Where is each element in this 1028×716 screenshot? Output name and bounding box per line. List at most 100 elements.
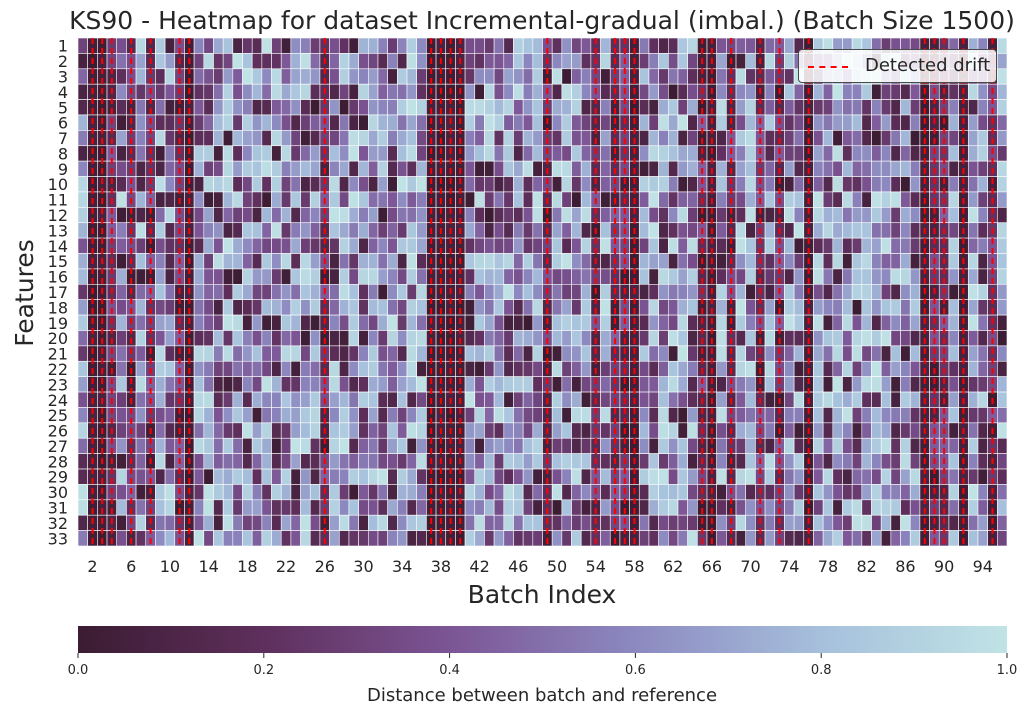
heatmap-cell [561, 130, 572, 147]
heatmap-cell [513, 160, 524, 177]
heatmap-cell [309, 422, 321, 439]
heatmap-cell [764, 53, 776, 70]
heatmap-cell [300, 530, 311, 547]
heatmap-cell [397, 283, 408, 300]
heatmap-cell [648, 299, 659, 316]
heatmap-cell [658, 530, 669, 547]
heatmap-cell [387, 130, 398, 147]
heatmap-cell [242, 83, 253, 100]
heatmap-cell [735, 314, 747, 331]
heatmap-cell [338, 160, 350, 177]
heatmap-cell [358, 237, 369, 254]
heatmap-cell [793, 484, 805, 501]
heatmap-cell [909, 99, 921, 116]
heatmap-cell [513, 468, 524, 485]
heatmap-cell [948, 283, 959, 300]
heatmap-cell [416, 68, 427, 85]
heatmap-cell [484, 391, 495, 408]
heatmap-cell [687, 160, 698, 177]
heatmap-cell [135, 222, 147, 239]
heatmap-cell [871, 530, 882, 547]
heatmap-cell [561, 191, 572, 208]
heatmap-cell [551, 407, 563, 424]
heatmap-cell [735, 484, 747, 501]
heatmap-cell [193, 360, 205, 377]
heatmap-cell [997, 191, 1008, 208]
heatmap-cell [213, 237, 224, 254]
heatmap-cell [764, 437, 776, 454]
heatmap-cell [600, 376, 611, 393]
heatmap-cell [677, 37, 688, 54]
heatmap-cell [387, 145, 398, 162]
heatmap-cell [851, 484, 863, 501]
heatmap-cell [784, 530, 795, 547]
heatmap-cell [687, 360, 698, 377]
heatmap-cell [416, 514, 427, 531]
heatmap-cell [832, 314, 843, 331]
heatmap-cell [348, 299, 359, 316]
heatmap-cell [784, 407, 795, 424]
heatmap-cell [77, 499, 88, 516]
heatmap-cell [300, 422, 311, 439]
heatmap-cell [716, 130, 727, 147]
heatmap-cell [967, 191, 979, 208]
heatmap-cell [213, 37, 224, 54]
heatmap-cell [890, 176, 901, 193]
heatmap-cell [338, 253, 350, 270]
y-tick-label: 9 [58, 160, 68, 179]
heatmap-cell [309, 237, 321, 254]
heatmap-cell [242, 453, 253, 470]
heatmap-cell [793, 499, 805, 516]
heatmap-cell [600, 145, 611, 162]
heatmap-cell [242, 176, 253, 193]
heatmap-cell [561, 468, 572, 485]
heatmap-cell [348, 37, 359, 54]
heatmap-cell [358, 514, 369, 531]
heatmap-cell [784, 453, 795, 470]
heatmap-cell [203, 422, 214, 439]
heatmap-cell [338, 222, 350, 239]
heatmap-cell [368, 207, 379, 224]
heatmap-cell [484, 130, 495, 147]
heatmap-cell [377, 222, 388, 239]
heatmap-cell [513, 99, 524, 116]
heatmap-cell [638, 314, 650, 331]
heatmap-cell [648, 283, 659, 300]
x-tick-label: 6 [126, 557, 136, 576]
heatmap-cell [261, 422, 272, 439]
heatmap-cell [242, 499, 253, 516]
heatmap-cell [784, 207, 795, 224]
heatmap-cell [213, 68, 224, 85]
heatmap-cell [977, 99, 988, 116]
heatmap-cell [348, 176, 359, 193]
heatmap-cell [155, 314, 166, 331]
heatmap-cell [561, 530, 572, 547]
heatmap-cell [377, 514, 388, 531]
heatmap-cell [687, 53, 698, 70]
heatmap-cell [580, 37, 592, 54]
heatmap-cell [997, 68, 1008, 85]
heatmap-cell [851, 145, 863, 162]
heatmap-cell [464, 314, 476, 331]
heatmap-cell [309, 376, 321, 393]
x-tick-label: 46 [508, 557, 528, 576]
y-tick-label: 32 [48, 514, 68, 533]
heatmap-cell [677, 345, 688, 362]
heatmap-cell [735, 99, 747, 116]
heatmap-cell [116, 222, 127, 239]
heatmap-cell [648, 437, 659, 454]
heatmap-cell [416, 283, 427, 300]
heatmap-cell [967, 145, 979, 162]
heatmap-cell [784, 422, 795, 439]
heatmap-cell [638, 530, 650, 547]
heatmap-cell [416, 407, 427, 424]
heatmap-cell [155, 299, 166, 316]
heatmap-cell [155, 268, 166, 285]
heatmap-cell [735, 330, 747, 347]
heatmap-cell [745, 330, 756, 347]
x-axis-label: Batch Index [468, 580, 617, 609]
heatmap-cell [358, 484, 369, 501]
heatmap-cell [813, 283, 824, 300]
heatmap-cell [745, 83, 756, 100]
